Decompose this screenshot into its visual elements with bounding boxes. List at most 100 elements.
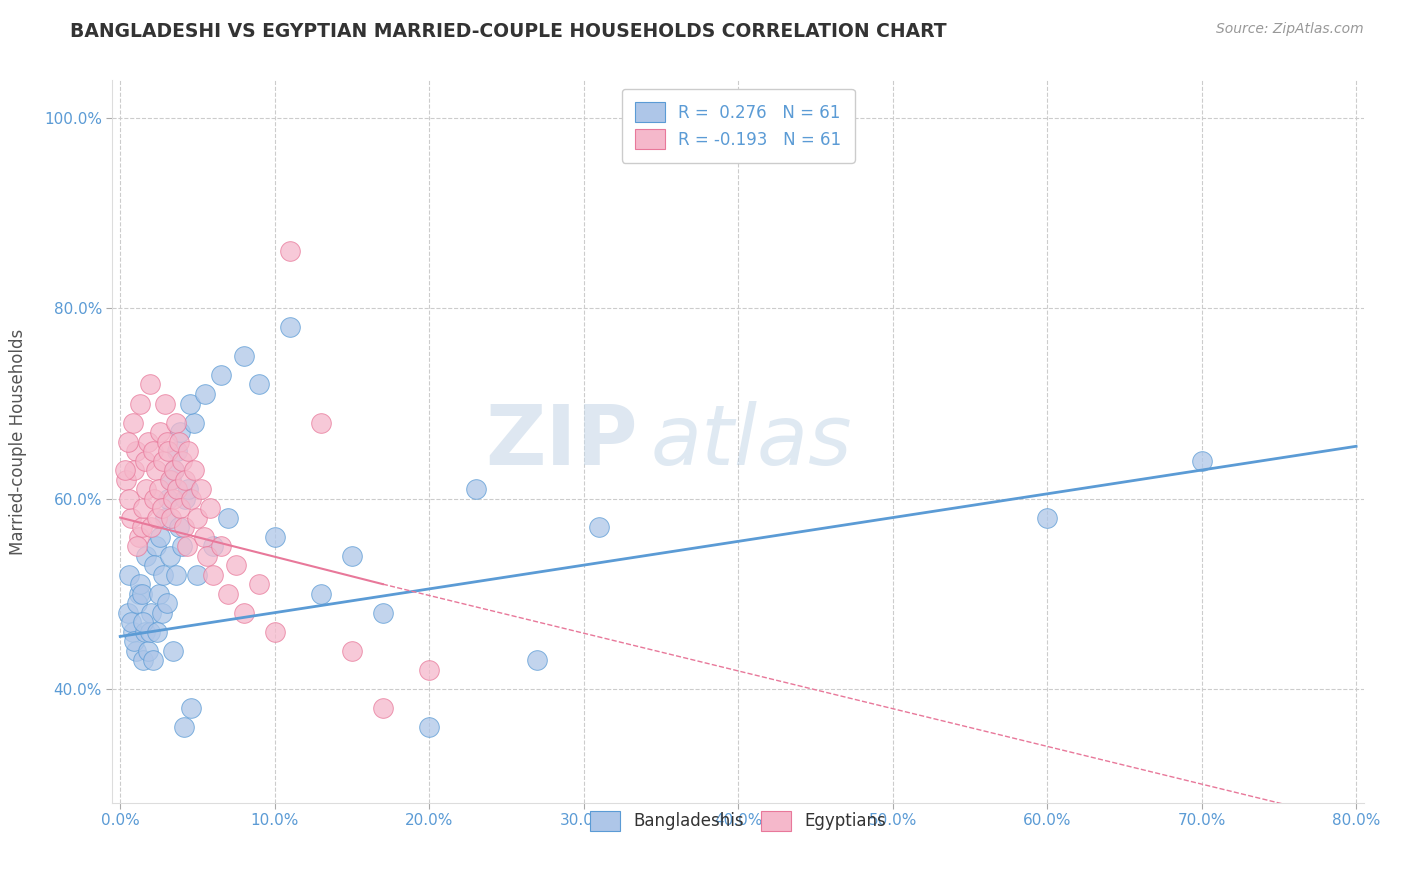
Point xyxy=(166,482,188,496)
Point xyxy=(145,463,167,477)
Point xyxy=(128,587,150,601)
Point xyxy=(128,530,150,544)
Point xyxy=(159,473,181,487)
Point xyxy=(174,473,197,487)
Point xyxy=(145,539,167,553)
Point xyxy=(132,501,155,516)
Point xyxy=(148,482,170,496)
Point xyxy=(177,482,200,496)
Point xyxy=(263,624,285,639)
Text: Source: ZipAtlas.com: Source: ZipAtlas.com xyxy=(1216,22,1364,37)
Point xyxy=(153,510,176,524)
Point xyxy=(117,606,139,620)
Point xyxy=(263,530,285,544)
Point xyxy=(135,549,157,563)
Point xyxy=(129,577,152,591)
Point xyxy=(120,615,142,630)
Point xyxy=(340,643,363,657)
Point xyxy=(157,491,180,506)
Y-axis label: Married-couple Households: Married-couple Households xyxy=(10,328,27,555)
Text: BANGLADESHI VS EGYPTIAN MARRIED-COUPLE HOUSEHOLDS CORRELATION CHART: BANGLADESHI VS EGYPTIAN MARRIED-COUPLE H… xyxy=(70,22,946,41)
Point xyxy=(136,434,159,449)
Point xyxy=(464,482,486,496)
Point xyxy=(118,491,141,506)
Point xyxy=(142,653,165,667)
Point xyxy=(201,539,224,553)
Point xyxy=(115,473,138,487)
Point xyxy=(278,320,301,334)
Point xyxy=(135,482,157,496)
Point xyxy=(190,482,212,496)
Point xyxy=(371,700,394,714)
Point xyxy=(194,387,217,401)
Text: ZIP: ZIP xyxy=(485,401,638,482)
Point xyxy=(177,444,200,458)
Point xyxy=(193,530,215,544)
Point xyxy=(247,377,270,392)
Point xyxy=(588,520,610,534)
Point xyxy=(149,425,172,439)
Point xyxy=(173,520,195,534)
Point xyxy=(152,567,174,582)
Point xyxy=(152,453,174,467)
Point xyxy=(150,501,173,516)
Point xyxy=(163,463,186,477)
Point xyxy=(418,663,440,677)
Point xyxy=(309,416,332,430)
Point xyxy=(165,416,187,430)
Point xyxy=(121,416,143,430)
Point xyxy=(371,606,394,620)
Point xyxy=(173,720,195,734)
Point xyxy=(169,425,191,439)
Point xyxy=(225,558,247,573)
Point xyxy=(138,377,160,392)
Point xyxy=(143,491,166,506)
Point xyxy=(232,606,254,620)
Point xyxy=(217,510,239,524)
Point xyxy=(162,643,184,657)
Point xyxy=(131,520,153,534)
Point xyxy=(120,510,142,524)
Point xyxy=(165,567,187,582)
Point xyxy=(166,444,188,458)
Point xyxy=(1036,510,1059,524)
Point xyxy=(142,444,165,458)
Point xyxy=(121,624,143,639)
Point xyxy=(129,396,152,410)
Point xyxy=(160,473,183,487)
Point xyxy=(186,510,208,524)
Point xyxy=(124,444,146,458)
Point xyxy=(209,368,232,382)
Point xyxy=(526,653,548,667)
Point xyxy=(114,463,136,477)
Point xyxy=(118,567,141,582)
Point xyxy=(149,530,172,544)
Point xyxy=(180,700,202,714)
Point xyxy=(122,463,145,477)
Point xyxy=(195,549,218,563)
Point xyxy=(139,520,162,534)
Point xyxy=(167,520,190,534)
Point xyxy=(136,643,159,657)
Point xyxy=(169,501,191,516)
Point xyxy=(309,587,332,601)
Point xyxy=(148,587,170,601)
Point xyxy=(209,539,232,553)
Point xyxy=(186,567,208,582)
Point xyxy=(183,416,205,430)
Point xyxy=(1191,453,1213,467)
Point xyxy=(162,491,184,506)
Point xyxy=(146,510,169,524)
Point xyxy=(139,606,162,620)
Point xyxy=(127,596,149,610)
Point xyxy=(167,434,190,449)
Point xyxy=(183,463,205,477)
Point xyxy=(124,643,146,657)
Point xyxy=(170,453,193,467)
Point xyxy=(138,624,160,639)
Point xyxy=(176,539,198,553)
Point xyxy=(340,549,363,563)
Point xyxy=(198,501,221,516)
Point xyxy=(117,434,139,449)
Point xyxy=(174,491,197,506)
